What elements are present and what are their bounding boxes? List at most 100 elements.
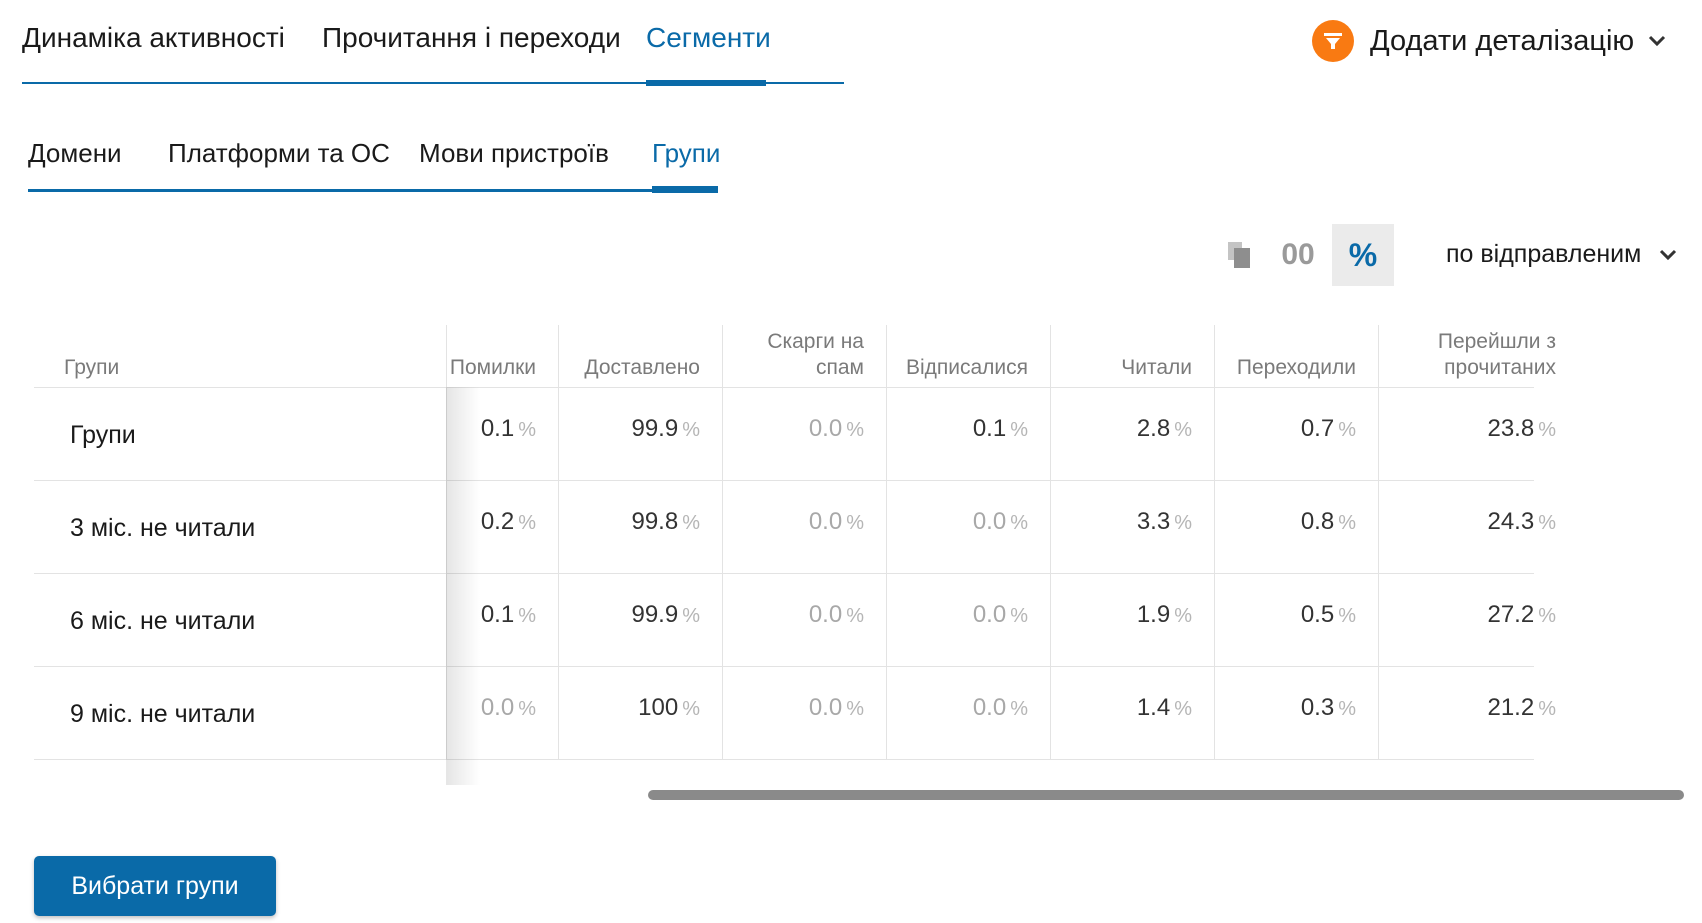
sub-tabs: Домени Платформи та ОС Мови пристроїв Гр… [28, 100, 721, 193]
horizontal-scrollbar[interactable] [648, 790, 1684, 800]
row-label: 6 міс. не читали [70, 607, 256, 635]
col-header-line: спам [816, 356, 864, 379]
table-cell-clicked-from-read: 24.3% [1487, 508, 1556, 536]
percent-unit: % [1338, 605, 1356, 627]
col-header-line: Переходили [1236, 356, 1356, 379]
table-cell-spam: 0.0% [809, 508, 864, 536]
subtab-domains[interactable]: Домени [28, 138, 122, 168]
table-cell-clicked-from-read: 27.2% [1487, 601, 1556, 629]
chevron-down-icon [1648, 34, 1666, 52]
table-cell-read: 1.9% [1137, 601, 1192, 629]
col-header-line: Відписалися [905, 356, 1028, 379]
percent-unit: % [1338, 512, 1356, 534]
percent-unit: % [1538, 419, 1556, 441]
add-detail-dropdown[interactable]: Додати деталізацію [1312, 20, 1666, 62]
row-label: Групи [70, 421, 136, 449]
col-header-read: Читали [1050, 325, 1214, 387]
column-divider [1214, 325, 1215, 759]
tab-active-indicator [646, 80, 766, 86]
table-cell-spam: 0.0% [809, 415, 864, 443]
percent-unit: % [1338, 419, 1356, 441]
groups-table: Групи Помилки Доставлено Скарги на спам Відпи… [34, 325, 1694, 795]
percent-unit: % [518, 605, 536, 627]
table-cell-errors: 0.1% [481, 601, 536, 629]
percent-unit: % [1010, 512, 1028, 534]
sticky-column-shadow [446, 387, 480, 785]
table-cell-clicked-from-read: 23.8% [1487, 415, 1556, 443]
percent-unit: % [1174, 512, 1192, 534]
cell-value: 0.8 [1300, 508, 1335, 535]
table-cell-clicked-from-read: 21.2% [1487, 694, 1556, 722]
cell-value: 0.0 [972, 601, 1007, 628]
percent-unit: % [846, 698, 864, 720]
cell-value: 100 [638, 694, 679, 721]
percent-unit: % [518, 419, 536, 441]
percent-unit: % [1538, 512, 1556, 534]
col-header-line: Доставлено [584, 356, 700, 379]
cell-value: 23.8 [1487, 415, 1535, 442]
percent-unit: % [518, 512, 536, 534]
tab-segments[interactable]: Сегменти [646, 22, 771, 53]
numbers-toggle[interactable]: 00 [1281, 238, 1315, 271]
cell-value: 27.2 [1487, 601, 1535, 628]
cell-value: 0.0 [808, 601, 843, 628]
percent-unit: % [1538, 698, 1556, 720]
cell-value: 0.0 [480, 694, 515, 721]
percent-unit: % [1174, 419, 1192, 441]
subtab-groups[interactable]: Групи [652, 138, 721, 168]
cell-value: 24.3 [1487, 508, 1535, 535]
cell-value: 0.1 [972, 415, 1007, 442]
cell-value: 0.0 [972, 694, 1007, 721]
percent-toggle[interactable]: % [1332, 224, 1394, 286]
column-divider [722, 325, 723, 759]
col-header-unsub: Відписалися [886, 325, 1050, 387]
col-header-delivered: Доставлено [558, 325, 722, 387]
table-cell-read: 1.4% [1137, 694, 1192, 722]
col-header-line: Групи [64, 356, 120, 379]
column-divider [446, 325, 447, 759]
sort-dropdown[interactable]: по відправленим [1446, 240, 1677, 269]
subtab-platforms[interactable]: Платформи та ОС [168, 138, 390, 168]
row-label: 9 міс. не читали [70, 700, 256, 728]
percent-unit: % [1010, 419, 1028, 441]
table-cell-read: 2.8% [1137, 415, 1192, 443]
subtab-device-languages[interactable]: Мови пристроїв [419, 138, 609, 168]
table-cell-spam: 0.0% [809, 601, 864, 629]
table-cell-unsub: 0.0% [973, 601, 1028, 629]
cell-value: 0.0 [808, 415, 843, 442]
select-groups-button[interactable]: Вибрати групи [34, 856, 276, 916]
copy-icon[interactable] [1226, 240, 1254, 275]
row-divider [34, 573, 1534, 574]
cell-value: 21.2 [1487, 694, 1535, 721]
table-cell-spam: 0.0% [809, 694, 864, 722]
table-cell-delivered: 99.8% [631, 508, 700, 536]
percent-unit: % [1010, 698, 1028, 720]
cell-value: 99.8 [631, 508, 679, 535]
cell-value: 0.0 [972, 508, 1007, 535]
percent-unit: % [1538, 605, 1556, 627]
table-cell-errors: 0.0% [481, 694, 536, 722]
tab-activity-dynamics[interactable]: Динаміка активності [22, 22, 285, 53]
table-cell-clicked: 0.5% [1301, 601, 1356, 629]
col-header-line: Скарги на [767, 330, 864, 353]
tab-reads-and-clicks[interactable]: Прочитання і переходи [322, 22, 621, 53]
percent-unit: % [682, 419, 700, 441]
column-divider [558, 325, 559, 759]
percent-unit: % [518, 698, 536, 720]
col-header-line: Читали [1121, 356, 1192, 379]
table-cell-delivered: 99.9% [631, 601, 700, 629]
col-header-line: Перейшли з [1437, 330, 1556, 353]
cell-value: 3.3 [1136, 508, 1171, 535]
add-detail-label: Додати деталізацію [1370, 24, 1635, 57]
table-cell-delivered: 100% [638, 694, 700, 722]
row-label: 3 міс. не читали [70, 514, 256, 542]
col-header-line: прочитаних [1444, 356, 1556, 379]
row-divider [34, 666, 1534, 667]
column-divider [1050, 325, 1051, 759]
percent-unit: % [682, 605, 700, 627]
cell-value: 0.3 [1300, 694, 1335, 721]
cell-value: 0.0 [808, 508, 843, 535]
cell-value: 99.9 [631, 415, 679, 442]
table-cell-clicked: 0.7% [1301, 415, 1356, 443]
percent-unit: % [846, 512, 864, 534]
